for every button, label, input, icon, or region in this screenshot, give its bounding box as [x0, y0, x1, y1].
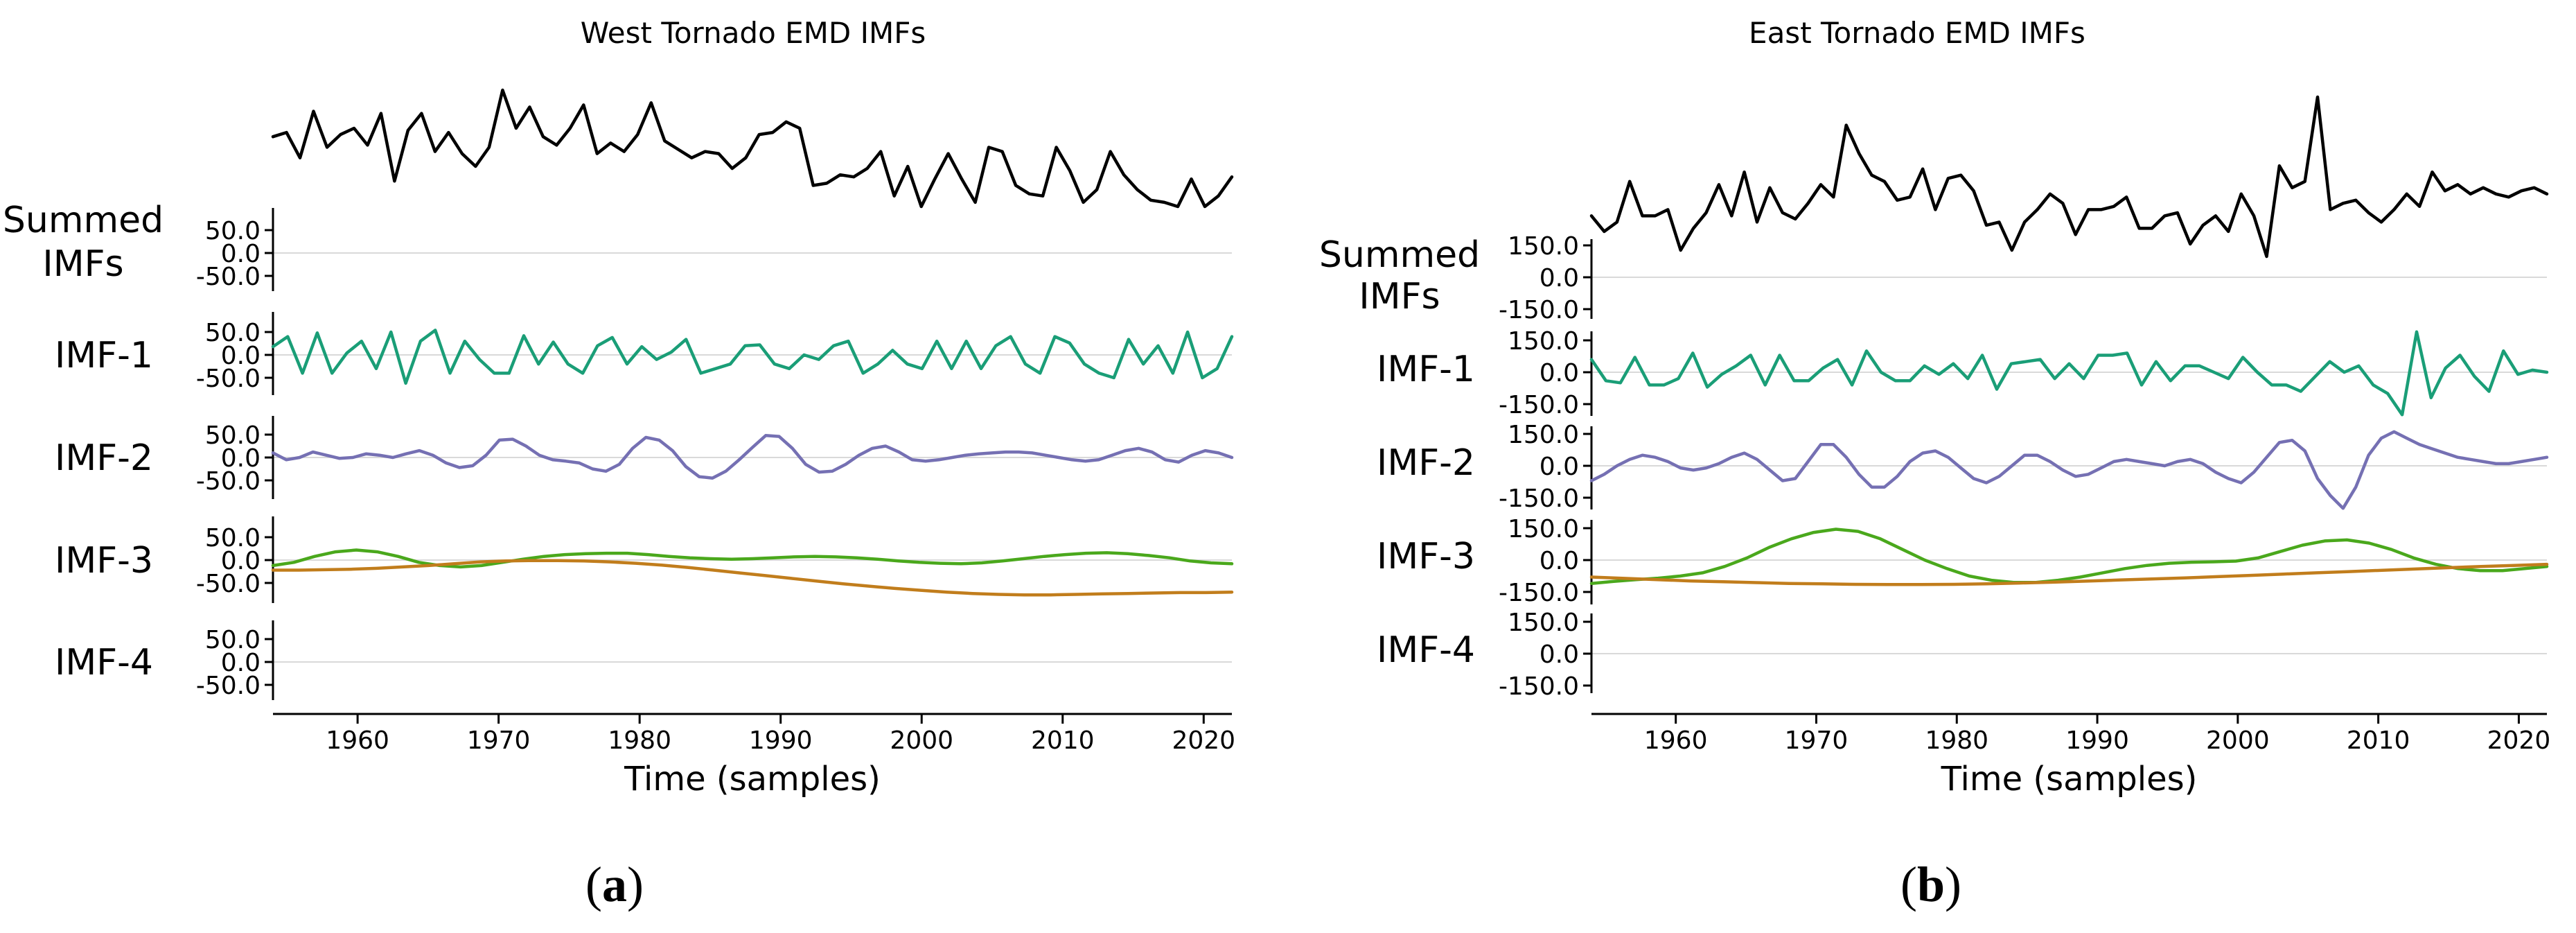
- row-imf3: IMF-3 150.0 0.0 -150.0: [1377, 515, 2547, 607]
- row-label-summed: Summed: [1319, 234, 1480, 276]
- y-tick-label: -150.0: [1499, 672, 1579, 701]
- y-tick-label: -150.0: [1499, 579, 1579, 607]
- x-tick-label: 1990: [2065, 726, 2129, 755]
- panel-a: West Tornado EMD IMFsSummedIMFs50.00.0-5…: [3, 16, 1235, 912]
- x-tick-label: 1980: [608, 726, 671, 755]
- x-tick-label: 1970: [1785, 726, 1849, 755]
- y-tick-label: 50.0: [205, 626, 261, 654]
- row-label-summed: IMFs: [1359, 276, 1440, 317]
- y-tick-label: 150.0: [1508, 609, 1579, 637]
- chart-title: West Tornado EMD IMFs: [581, 16, 926, 50]
- y-tick-label: 0.0: [221, 444, 261, 473]
- y-tick-label: -50.0: [196, 467, 261, 496]
- row-imf1: IMF-1 50.00.0-50.0: [55, 312, 1232, 395]
- series-line-imf4: [271, 559, 1234, 597]
- row-imf3: IMF-3 50.00.0-50.0: [55, 516, 1232, 603]
- row-label-imf2: IMF-2: [55, 437, 153, 479]
- series-line-imf3: [271, 548, 1234, 569]
- x-tick-label: 2020: [2487, 726, 2551, 755]
- series-line-imf2: [1589, 430, 2549, 510]
- row-imf2: IMF-2 150.0 0.0 -150.0: [1377, 421, 2547, 513]
- y-tick-label: 50.0: [205, 319, 261, 347]
- x-tick-label: 1970: [467, 726, 531, 755]
- y-tick-label: -50.0: [196, 263, 261, 291]
- y-tick-label: 50.0: [205, 524, 261, 552]
- x-axis-title: Time (samples): [624, 760, 881, 799]
- y-tick-label: 0.0: [221, 342, 261, 370]
- y-tick-label: -50.0: [196, 365, 261, 393]
- y-tick-label: 0.0: [221, 547, 261, 575]
- x-tick-label: 1960: [326, 726, 389, 755]
- y-tick-label: 150.0: [1508, 232, 1579, 261]
- series-line-imf2: [271, 434, 1234, 480]
- x-tick-label: 1990: [749, 726, 813, 755]
- y-tick-label: -150.0: [1499, 391, 1579, 419]
- y-tick-label: 50.0: [205, 217, 261, 245]
- panel-caption: (b): [1900, 857, 1961, 912]
- y-tick-label: 150.0: [1508, 515, 1579, 543]
- series-line-imf1: [271, 329, 1234, 385]
- x-tick-label: 2010: [1031, 726, 1095, 755]
- row-label-imf1: IMF-1: [1377, 349, 1475, 390]
- row-imf2: IMF-2 50.00.0-50.0: [55, 416, 1232, 499]
- row-label-imf3: IMF-3: [1377, 536, 1475, 577]
- series-line-imf3: [1589, 527, 2549, 585]
- x-tick-label: 2000: [2206, 726, 2270, 755]
- y-tick-label: 0.0: [1540, 547, 1579, 575]
- row-label-imf1: IMF-1: [55, 335, 153, 376]
- row-label-imf2: IMF-2: [1377, 442, 1475, 484]
- row-label-summed: IMFs: [42, 243, 123, 285]
- y-tick-label: 150.0: [1508, 327, 1579, 356]
- row-label-imf3: IMF-3: [55, 540, 153, 582]
- row-imf4: IMF-4 50.00.0-50.0: [55, 620, 1232, 700]
- y-tick-label: 0.0: [221, 240, 261, 268]
- y-tick-label: -50.0: [196, 570, 261, 598]
- x-tick-label: 2000: [890, 726, 953, 755]
- x-tick-label: 1980: [1925, 726, 1988, 755]
- y-tick-label: -150.0: [1499, 485, 1579, 513]
- y-tick-label: 0.0: [1540, 359, 1579, 387]
- y-tick-label: 0.0: [1540, 264, 1579, 293]
- y-tick-label: 0.0: [1540, 640, 1579, 669]
- y-tick-label: 150.0: [1508, 421, 1579, 449]
- series-line-imf1: [1589, 330, 2549, 417]
- x-tick-label: 1960: [1644, 726, 1708, 755]
- panel-caption: (a): [585, 857, 644, 912]
- x-axis-title: Time (samples): [1941, 760, 2198, 799]
- row-label-imf4: IMF-4: [1377, 629, 1475, 671]
- row-label-summed: Summed: [3, 200, 164, 241]
- y-tick-label: -150.0: [1499, 296, 1579, 324]
- y-tick-label: 0.0: [1540, 453, 1579, 481]
- series-line-summed: [271, 88, 1234, 209]
- series-line-summed: [1589, 95, 2549, 259]
- row-label-imf4: IMF-4: [55, 642, 153, 683]
- x-tick-label: 2020: [1172, 726, 1235, 755]
- chart-title: East Tornado EMD IMFs: [1749, 16, 2085, 50]
- y-tick-label: 0.0: [221, 649, 261, 677]
- x-tick-label: 2010: [2347, 726, 2410, 755]
- y-tick-label: -50.0: [196, 672, 261, 700]
- y-tick-label: 50.0: [205, 421, 261, 450]
- row-imf1: IMF-1 150.0 0.0 -150.0: [1377, 327, 2547, 419]
- series-line-imf4: [1589, 562, 2549, 586]
- row-imf4: IMF-4 150.0 0.0 -150.0: [1377, 609, 2547, 701]
